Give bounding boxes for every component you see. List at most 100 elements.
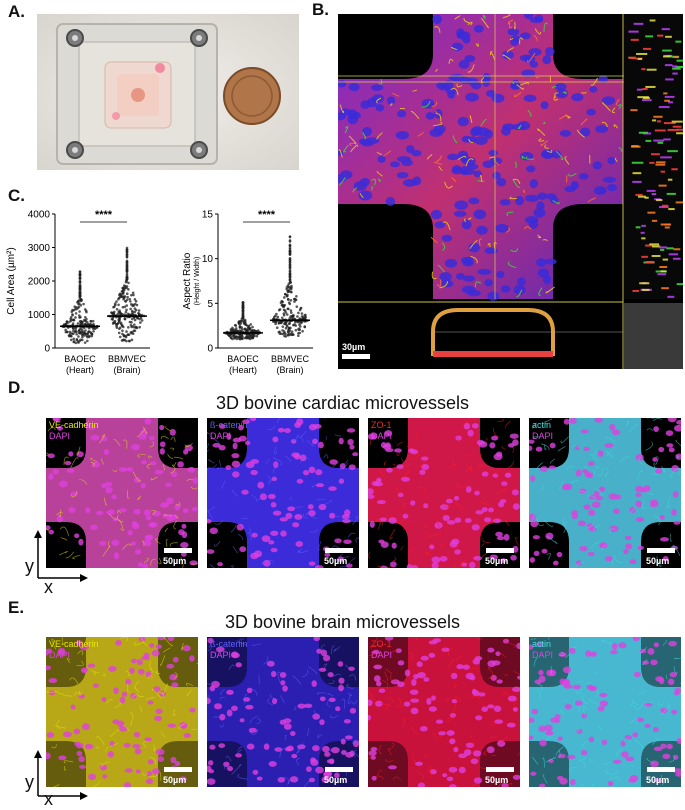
data-point [278, 309, 281, 312]
device-photo [37, 14, 299, 170]
nucleus [473, 750, 482, 756]
nucleus [417, 661, 423, 667]
nucleus [632, 732, 638, 737]
nucleus [105, 487, 112, 493]
nucleus [463, 664, 470, 669]
nucleus [585, 650, 591, 657]
nucleus [413, 674, 418, 679]
nucleus [471, 758, 479, 764]
nucleus [602, 740, 608, 745]
side-stripe [639, 282, 649, 284]
nucleus [462, 220, 472, 230]
nucleus [135, 549, 141, 554]
nucleus [593, 161, 602, 169]
nucleus [329, 758, 334, 764]
nucleus [421, 457, 429, 461]
nucleus [278, 428, 285, 433]
nucleus [232, 471, 239, 477]
nucleus [287, 506, 295, 511]
nucleus [388, 765, 397, 769]
nucleus [183, 508, 189, 513]
data-point [92, 330, 95, 333]
nucleus [660, 708, 667, 714]
nucleus [410, 689, 419, 694]
nucleus [459, 60, 470, 69]
side-stripe [675, 41, 681, 43]
nucleus [557, 552, 563, 557]
nucleus [493, 473, 499, 477]
dapi-label: DAPI [210, 431, 231, 442]
data-point [289, 246, 292, 249]
nucleus [496, 451, 502, 456]
data-point [126, 276, 129, 279]
channel-label: VE-cadherin [49, 420, 99, 431]
nucleus [488, 507, 494, 512]
nucleus [411, 679, 417, 686]
nucleus [669, 447, 675, 452]
nucleus [530, 772, 536, 776]
nucleus [621, 751, 629, 757]
nucleus [492, 94, 505, 103]
channel-label: ZO-1 [371, 420, 392, 431]
side-stripe [656, 161, 665, 163]
data-point [81, 336, 84, 339]
nucleus [525, 195, 539, 202]
nucleus [319, 668, 327, 672]
nucleus [239, 546, 246, 552]
nucleus [429, 706, 437, 712]
nucleus [655, 468, 662, 474]
side-stripe [677, 60, 683, 62]
nucleus [345, 735, 353, 739]
nucleus [508, 28, 520, 35]
data-point [288, 327, 291, 330]
nucleus [74, 742, 80, 746]
nucleus [589, 86, 597, 93]
data-point [282, 306, 285, 309]
scale-bar [342, 354, 370, 359]
data-point [289, 265, 292, 268]
nucleus [636, 493, 642, 497]
row-d-title: 3D bovine cardiac microvessels [0, 393, 685, 414]
side-stripe [672, 65, 677, 67]
nucleus [245, 705, 253, 710]
channel-label: VE-cadherin [49, 639, 99, 650]
nucleus [496, 178, 506, 187]
data-point [280, 322, 283, 325]
data-point [287, 334, 290, 337]
nucleus [284, 723, 292, 730]
nucleus [125, 768, 133, 772]
side-stripe [665, 64, 673, 66]
nucleus [179, 722, 187, 728]
data-point [289, 235, 292, 238]
nucleus [339, 478, 344, 483]
side-stripe [667, 193, 676, 195]
side-stripe [630, 109, 637, 111]
nucleus [312, 745, 320, 751]
nucleus [166, 664, 174, 669]
nucleus [338, 678, 344, 684]
nucleus [108, 751, 114, 758]
side-stripe [671, 168, 677, 170]
data-point [302, 317, 305, 320]
data-point [139, 321, 142, 324]
data-point [134, 319, 137, 322]
nucleus [666, 430, 674, 436]
nucleus [454, 517, 461, 522]
nucleus [429, 544, 434, 549]
side-stripe [668, 208, 674, 210]
y-tick-label: 4000 [28, 210, 51, 221]
nucleus [671, 509, 676, 516]
side-stripe [636, 53, 647, 55]
nucleus [587, 685, 594, 690]
nucleus [465, 93, 479, 102]
nucleus [53, 469, 59, 474]
nucleus [510, 39, 519, 46]
nucleus [517, 277, 526, 286]
nucleus [650, 659, 657, 665]
nucleus [564, 419, 570, 425]
nucleus [93, 683, 99, 687]
nucleus [514, 285, 526, 295]
nucleus [542, 55, 551, 64]
nucleus [141, 483, 146, 488]
nucleus [171, 682, 178, 687]
